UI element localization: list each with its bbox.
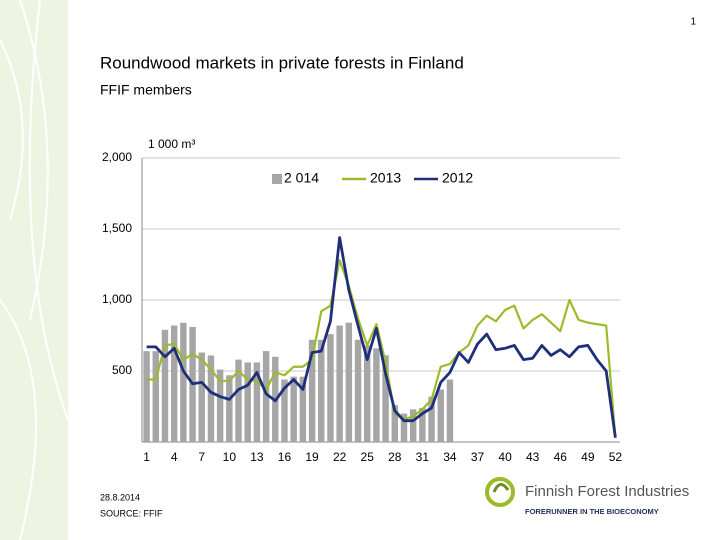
bar [391, 405, 399, 442]
bar [400, 413, 408, 442]
x-tick-label: 4 [171, 450, 178, 464]
bar [419, 407, 426, 442]
bar [143, 351, 150, 442]
slide-title: Roundwood markets in private forests in … [100, 53, 464, 72]
bar [354, 339, 362, 442]
x-tick-label: 1 [143, 450, 150, 464]
y-tick-label: 500 [112, 363, 132, 377]
y-tick-label: 1,500 [102, 221, 132, 235]
x-tick-label: 43 [526, 450, 540, 464]
legend-label: 2012 [442, 170, 473, 186]
side-stripe [0, 0, 68, 540]
bar [216, 369, 224, 442]
y-axis-label: 1 000 m³ [148, 137, 195, 151]
x-tick-label: 40 [498, 450, 512, 464]
slide-subtitle: FFIF members [100, 82, 192, 98]
bar [198, 352, 205, 442]
y-tick-label: 2,000 [102, 150, 132, 164]
y-tick-label: 1,000 [102, 292, 132, 306]
bar [327, 334, 334, 442]
bar [382, 355, 389, 442]
bar [262, 351, 270, 442]
x-tick-label: 25 [361, 450, 375, 464]
x-tick-label: 46 [554, 450, 568, 464]
bar [152, 351, 160, 442]
date: 28.8.2014 [100, 492, 140, 502]
x-tick-label: 37 [471, 450, 485, 464]
bar [235, 359, 242, 442]
bar [170, 325, 178, 442]
x-tick-label: 52 [609, 450, 623, 464]
logo: Finnish Forest Industries FORERUNNER IN … [485, 477, 689, 516]
bar [290, 376, 297, 442]
bar [253, 362, 261, 442]
bar [161, 329, 169, 442]
bar [180, 322, 187, 442]
x-tick-label: 34 [443, 450, 457, 464]
bar [345, 322, 353, 442]
source: SOURCE: FFIF [100, 508, 163, 518]
bar [244, 362, 251, 442]
x-tick-label: 19 [305, 450, 319, 464]
bar [446, 379, 454, 442]
bar [281, 379, 288, 442]
legend-label: 2 014 [284, 170, 319, 186]
x-tick-label: 22 [333, 450, 347, 464]
bar [318, 339, 325, 442]
legend-label: 2013 [370, 170, 401, 186]
x-tick-label: 31 [416, 450, 430, 464]
bar [336, 325, 343, 442]
line [146, 236, 617, 438]
legend-swatch [272, 174, 282, 184]
bar [409, 409, 417, 442]
x-tick-label: 10 [223, 450, 237, 464]
logo-tagline: FORERUNNER IN THE BIOECONOMY [525, 507, 659, 516]
bar [299, 376, 307, 442]
x-tick-label: 7 [198, 450, 205, 464]
logo-icon-leaf [492, 483, 510, 493]
x-tick-label: 28 [388, 450, 402, 464]
bar [437, 389, 444, 442]
bar [226, 375, 233, 442]
bar [428, 396, 435, 442]
bar [373, 348, 380, 442]
bar [207, 355, 215, 442]
stripe-decor [0, 0, 69, 540]
logo-icon [485, 477, 515, 507]
bar [363, 345, 371, 442]
x-tick-label: 49 [581, 450, 595, 464]
page-number: 1 [690, 17, 696, 28]
bar [308, 339, 316, 442]
x-tick-label: 13 [250, 450, 264, 464]
logo-name: Finnish Forest Industries [525, 483, 689, 500]
line [146, 259, 617, 438]
x-tick-label: 16 [278, 450, 292, 464]
